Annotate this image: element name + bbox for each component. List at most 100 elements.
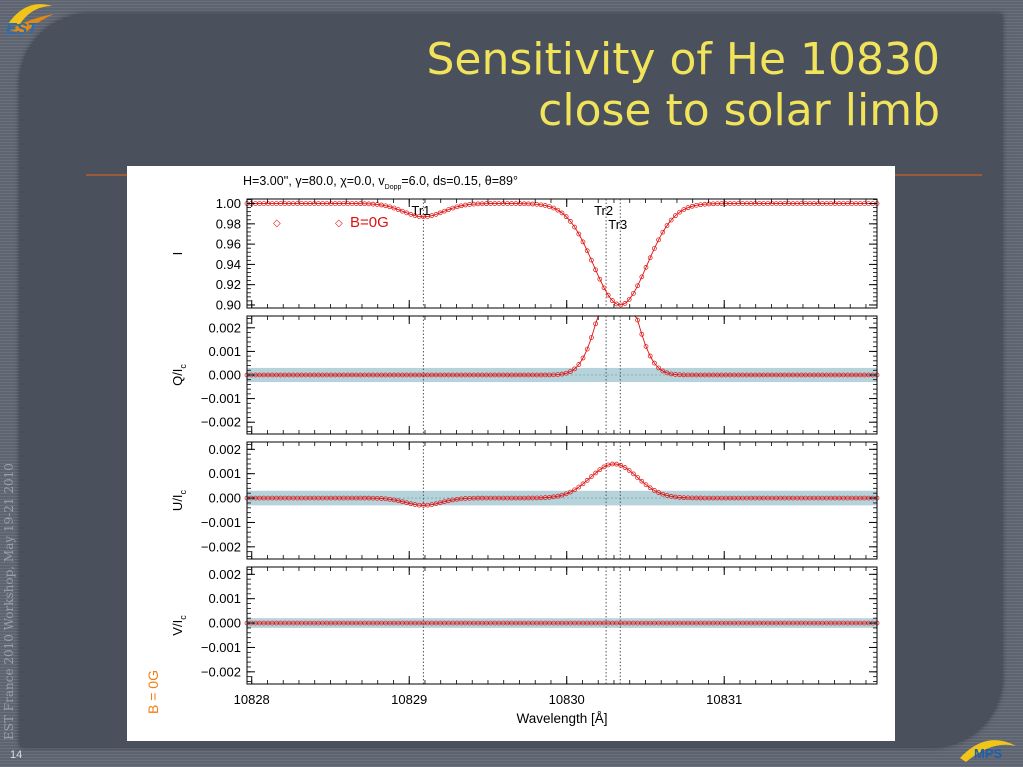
chart-header-part: =89° (492, 174, 518, 188)
chart-header-part: =6.0, ds=0.15, (401, 174, 484, 188)
chart-header-part: γ (295, 174, 302, 188)
data-point (568, 489, 573, 495)
data-point (563, 370, 569, 376)
y-axis-label-main: V/I (170, 620, 185, 636)
x-axis-label: Wavelength [Å] (516, 711, 607, 726)
data-point (689, 203, 695, 209)
y-axis-label-sub: c (178, 615, 188, 620)
mps-logo-text: MPS (974, 746, 1003, 761)
data-point (555, 493, 561, 499)
data-point (450, 205, 456, 211)
data-point (673, 213, 678, 219)
data-point (408, 212, 414, 217)
chart-header-part: χ (340, 174, 347, 188)
data-point (580, 239, 586, 245)
data-point (660, 368, 666, 374)
y-tick-label: 0.002 (208, 442, 241, 457)
data-point (563, 491, 569, 497)
data-point (563, 214, 569, 220)
data-point (660, 229, 666, 235)
data-point (677, 209, 682, 215)
data-point (580, 481, 586, 487)
mps-logo: MPS (960, 740, 1016, 762)
stokes-chart: H=3.00'', γ=80.0, χ=0.0, vDopp=6.0, ds=0… (145, 174, 880, 726)
data-point (601, 285, 607, 291)
data-point (454, 204, 460, 210)
data-point (589, 257, 594, 263)
x-tick-label: 10830 (549, 692, 585, 707)
data-point (597, 276, 603, 282)
stokes-curve (247, 203, 877, 306)
data-point (542, 203, 548, 208)
data-point (400, 499, 405, 505)
y-axis-label: U/Ic (170, 489, 188, 511)
data-point (551, 205, 556, 211)
y-tick-label: 0.000 (208, 616, 241, 631)
data-point (685, 205, 691, 211)
data-point (622, 301, 628, 306)
data-point (668, 217, 674, 223)
panel-1: 1.00 0.98 0.96 0.94 0.92 0.90 I (170, 196, 880, 312)
x-tick-label: 10829 (391, 692, 427, 707)
data-point (635, 283, 640, 289)
x-tick-label: 10828 (234, 692, 270, 707)
data-point (400, 208, 405, 214)
panel-frame (246, 566, 878, 685)
data-point (601, 464, 607, 470)
data-point (568, 369, 573, 374)
panel-4: 0.002 0.001 0.000 −0.001 −0.002 V/Ic (170, 566, 880, 685)
stokes-curve (247, 463, 877, 506)
y-tick-label: 0.000 (208, 368, 241, 383)
data-point (635, 475, 640, 480)
data-point (626, 468, 632, 473)
data-point (446, 207, 451, 212)
data-point (572, 487, 577, 493)
panel-frame (246, 198, 878, 309)
data-point (618, 302, 624, 308)
transition-label: Tr1 (411, 203, 430, 218)
y-tick-label: 0.001 (208, 344, 241, 359)
data-point (442, 499, 447, 505)
data-point (572, 224, 577, 230)
page-number: 14 (10, 749, 23, 761)
data-point (555, 207, 561, 213)
data-point (652, 246, 657, 251)
title-line-1: Sensitivity of He 10830 (426, 34, 940, 85)
data-point (605, 292, 611, 298)
data-point (387, 204, 393, 210)
data-point (395, 207, 401, 212)
field-strength-label: B = 0G (145, 670, 161, 714)
y-tick-label: 0.96 (216, 237, 241, 252)
data-point (610, 298, 615, 304)
noise-band (247, 367, 877, 383)
panel-3: 0.002 0.001 0.000 −0.001 −0.002 U/Ic (170, 441, 880, 560)
data-point (639, 331, 645, 337)
transition-label: Tr2 (594, 203, 613, 218)
y-tick-label: 0.98 (216, 216, 241, 231)
y-tick-label: 0.94 (216, 257, 241, 272)
chart-header-part: =80.0, (302, 174, 341, 188)
legend-label: B=0G (350, 214, 389, 231)
data-point (589, 474, 594, 479)
data-point (622, 465, 628, 470)
data-point (580, 355, 586, 361)
data-point (559, 210, 565, 216)
y-tick-label: −0.001 (201, 391, 241, 406)
data-point (437, 500, 443, 506)
y-axis-label-sub: c (178, 489, 188, 494)
y-tick-label: −0.002 (201, 539, 241, 554)
data-point (593, 470, 598, 476)
data-point (395, 498, 401, 504)
data-point (404, 500, 409, 506)
title-line-2: close to solar limb (538, 85, 940, 136)
data-point (635, 317, 640, 323)
data-point (584, 346, 590, 352)
y-axis-label-main: Q/I (170, 369, 185, 386)
y-tick-label: 1.00 (216, 196, 241, 211)
data-point (605, 462, 611, 468)
data-point (383, 203, 388, 209)
data-point (643, 482, 649, 488)
data-point (559, 492, 565, 498)
legend-marker: ◇ (273, 218, 281, 229)
data-point (656, 237, 661, 243)
